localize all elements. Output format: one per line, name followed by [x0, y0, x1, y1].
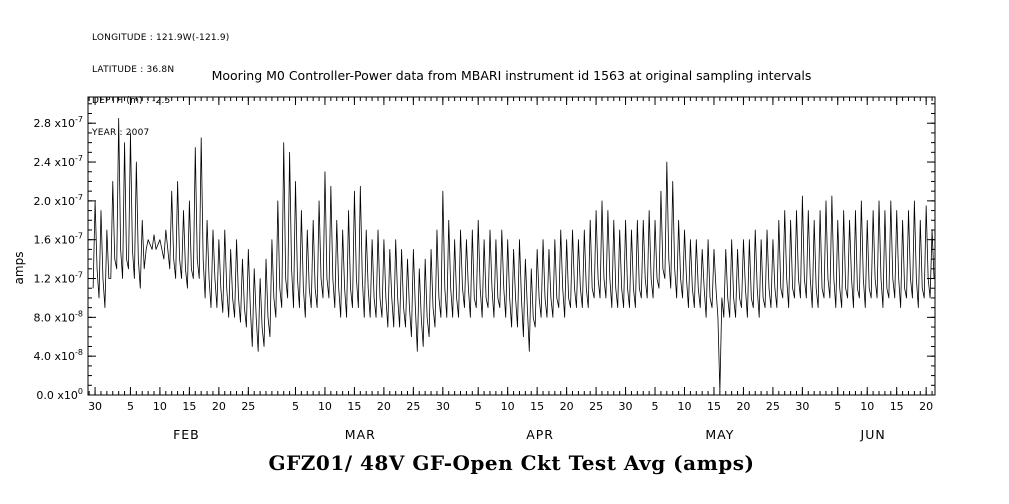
x-tick-label: 30 [795, 400, 809, 413]
x-tick-label: 30 [436, 400, 450, 413]
x-tick-label: 20 [560, 400, 574, 413]
month-label: JUN [860, 427, 886, 442]
x-tick-label: 15 [890, 400, 904, 413]
x-tick-label: 15 [707, 400, 721, 413]
y-tick-label: 1.2 x10-7 [34, 271, 83, 286]
x-tick-label: 10 [677, 400, 691, 413]
meta-year: YEAR : 2007 [92, 127, 150, 138]
x-tick-label: 20 [736, 400, 750, 413]
y-tick-label: 1.6 x10-7 [34, 232, 83, 247]
y-tick-label: 2.8 x10-7 [34, 115, 83, 130]
x-tick-label: 10 [501, 400, 515, 413]
x-tick-label: 20 [377, 400, 391, 413]
x-tick-label: 20 [212, 400, 226, 413]
y-tick-label: 2.0 x10-7 [34, 193, 83, 208]
x-tick-label: 30 [88, 400, 102, 413]
meta-depth: DEPTH (m) : -2.5 [92, 96, 171, 106]
meta-block: LONGITUDE : 121.9W(-121.9) LATITUDE : 36… [92, 12, 230, 159]
x-tick-label: 10 [153, 400, 167, 413]
month-label: MAY [705, 427, 734, 442]
caption: GFZ01/ 48V GF-Open Ckt Test Avg (amps) [268, 451, 755, 475]
x-tick-label: 30 [619, 400, 633, 413]
x-tick-label: 5 [292, 400, 299, 413]
x-tick-label: 15 [347, 400, 361, 413]
plot-box [87, 96, 936, 396]
x-tick-label: 25 [766, 400, 780, 413]
meta-longitude: LONGITUDE : 121.9W(-121.9) [92, 33, 230, 43]
x-tick-label: 15 [182, 400, 196, 413]
data-line [92, 117, 935, 393]
chart-title: Mooring M0 Controller-Power data from MB… [211, 68, 812, 83]
x-tick-label: 25 [406, 400, 420, 413]
x-tick-label: 10 [860, 400, 874, 413]
y-tick-label: 8.0 x10-8 [34, 309, 83, 324]
x-tick-label: 5 [127, 400, 134, 413]
x-tick-label: 20 [919, 400, 933, 413]
x-tick-label: 5 [652, 400, 659, 413]
meta-latitude: LATITUDE : 36.8N [92, 64, 175, 75]
y-tick-label: 2.4 x10-7 [34, 154, 83, 169]
month-label: MAR [345, 427, 376, 442]
month-label: APR [526, 427, 554, 442]
y-tick-label: 0.0 x100 [36, 387, 83, 402]
x-tick-label: 25 [241, 400, 255, 413]
x-tick-label: 5 [475, 400, 482, 413]
month-label: FEB [173, 427, 200, 442]
x-tick-label: 15 [530, 400, 544, 413]
x-tick-label: 25 [589, 400, 603, 413]
x-tick-label: 10 [318, 400, 332, 413]
x-tick-label: 5 [834, 400, 841, 413]
y-tick-label: 4.0 x10-8 [34, 348, 83, 363]
